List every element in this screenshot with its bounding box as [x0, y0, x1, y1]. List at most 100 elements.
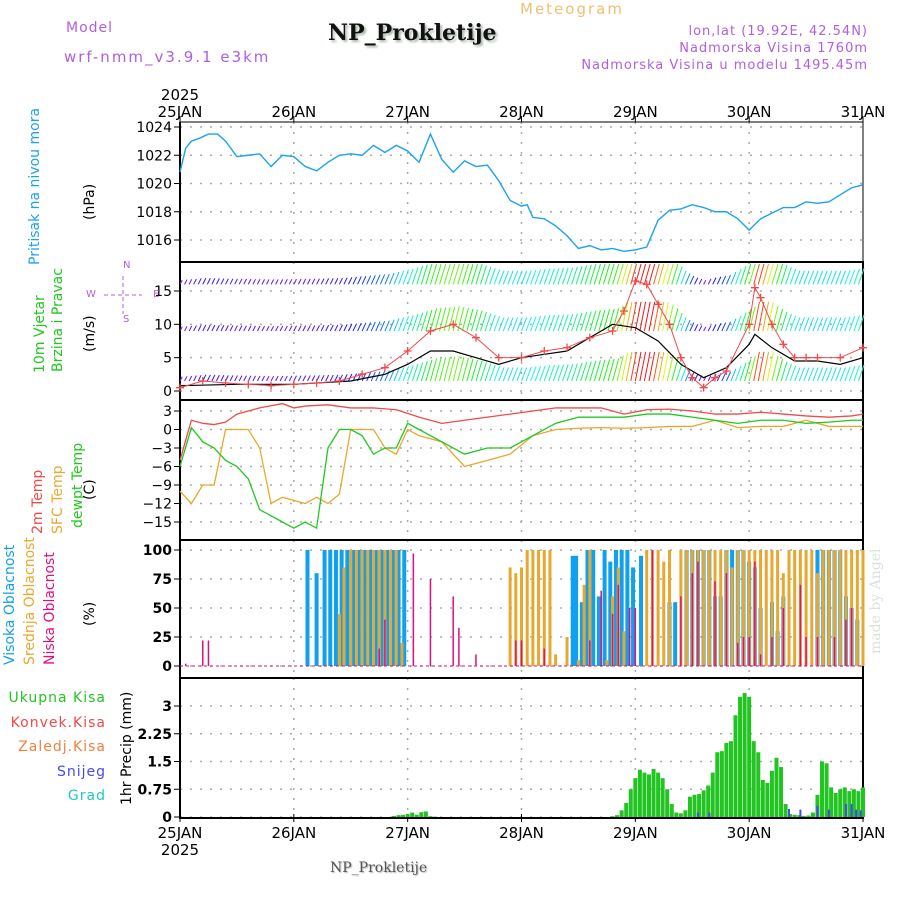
wind-barb [521, 317, 528, 332]
wind-barb [411, 313, 419, 332]
x-tick-label-bottom: 28JAN [499, 824, 544, 842]
precip-bar-rain [765, 782, 770, 817]
wind-barb [448, 263, 456, 285]
cloud-bar-high [602, 550, 607, 666]
cloud-bar-high [368, 550, 373, 666]
cloud-bar-low [799, 584, 802, 666]
wind-barb [338, 277, 343, 285]
precip-bar-rain [701, 790, 706, 817]
cloud-bar-low [429, 579, 432, 666]
cloud-bar-low [458, 627, 460, 666]
wind-barb [311, 375, 316, 382]
cloud-bar-mid [576, 660, 580, 666]
wind-barb [439, 263, 447, 285]
wind-barb [220, 278, 225, 285]
cloud-bar-mid [776, 550, 780, 666]
wind-gust-marker [449, 320, 458, 329]
wind-barb [288, 375, 293, 382]
wind-barb [393, 318, 400, 332]
wind-barb [411, 267, 419, 285]
wind-barb [379, 274, 386, 285]
wind-barb [411, 363, 419, 382]
wind-barb [807, 270, 815, 285]
precip-bar-rain [660, 778, 665, 817]
wind-barb [502, 367, 509, 382]
wind-barb [420, 311, 428, 332]
wind-barb [684, 319, 691, 332]
wind-barb [607, 263, 615, 285]
wind-barb [375, 274, 381, 285]
precip-bar-snow [799, 809, 802, 817]
wind-barb [402, 316, 410, 332]
wind-barb [202, 324, 207, 332]
wind-barb [771, 263, 779, 285]
cloud-bar-high [579, 602, 584, 666]
cloud-bar-low [805, 637, 807, 666]
wind-barb [311, 325, 316, 332]
cloud-bar-mid [662, 561, 666, 666]
cloud-bar-low [378, 648, 380, 666]
wind-barb [279, 279, 284, 285]
cloud-bar-low [748, 637, 750, 666]
cloud-bar-high [608, 561, 613, 666]
wind-barb [429, 308, 438, 332]
wind-barb [552, 314, 560, 332]
wind-gust-marker [403, 347, 412, 355]
wind-barb [593, 360, 601, 382]
wind-barb [284, 375, 288, 382]
precip-bar-rain [861, 787, 865, 817]
wind-barb [366, 322, 372, 332]
cloud-bar-mid [508, 567, 512, 666]
wind-barb [329, 324, 334, 332]
wind-barb [776, 263, 784, 285]
wind-barb [461, 263, 469, 285]
cloud-bar-low [725, 573, 728, 666]
cloud-bar-low [680, 596, 682, 666]
wind-barb [694, 277, 699, 285]
wind-barb [530, 366, 537, 382]
cloud-bar-low [617, 584, 620, 666]
wind-gust-marker [699, 383, 708, 392]
sfc-temp-title: SFC Temp [50, 465, 66, 534]
cloud-bar-low [520, 640, 523, 666]
wind-barb [206, 324, 211, 332]
wind-barb [493, 269, 501, 285]
wind-barb [475, 310, 483, 332]
wind-barb [848, 316, 856, 332]
precip-bar-rain [838, 789, 843, 817]
cloud-bar-mid [394, 550, 398, 666]
y-tick-label: −3 [151, 441, 172, 457]
wind-barb [215, 278, 220, 285]
cloud-bar-mid [838, 550, 842, 666]
wind-barb [671, 358, 679, 382]
wind-barb [543, 315, 551, 332]
y-tick-label: 0.75 [137, 782, 172, 798]
precip-bar-rain [851, 789, 856, 817]
wind-barb [725, 321, 731, 332]
wind-gust-marker [711, 373, 720, 382]
cloud-bar-high [402, 550, 407, 666]
wind-barb [807, 367, 815, 382]
y-tick-label: 75 [153, 572, 172, 588]
wind-barb [543, 365, 551, 382]
precip-bar-rain [742, 693, 747, 817]
wind-barb [516, 367, 523, 382]
wind-barb [657, 301, 665, 332]
wind-gust-marker [244, 380, 253, 389]
cloud-bar-low [184, 663, 187, 666]
wind-barb [370, 275, 376, 285]
wind-gust-marker [426, 327, 435, 335]
wind-barb [562, 314, 569, 332]
wind-barb [525, 366, 532, 382]
wind-barb [247, 278, 252, 285]
wind-barb [206, 278, 211, 285]
compass-E: E [153, 289, 159, 300]
cloud-bar-low [589, 640, 591, 666]
subtitle: Meteogram [520, 0, 624, 18]
cloud-bar-mid [514, 573, 518, 666]
precip-bar-rain [829, 787, 834, 817]
wind-barb [826, 270, 833, 285]
wind-barb [352, 373, 358, 382]
wind-barb [648, 301, 656, 332]
temp2m-title: 2m Temp [30, 469, 46, 534]
